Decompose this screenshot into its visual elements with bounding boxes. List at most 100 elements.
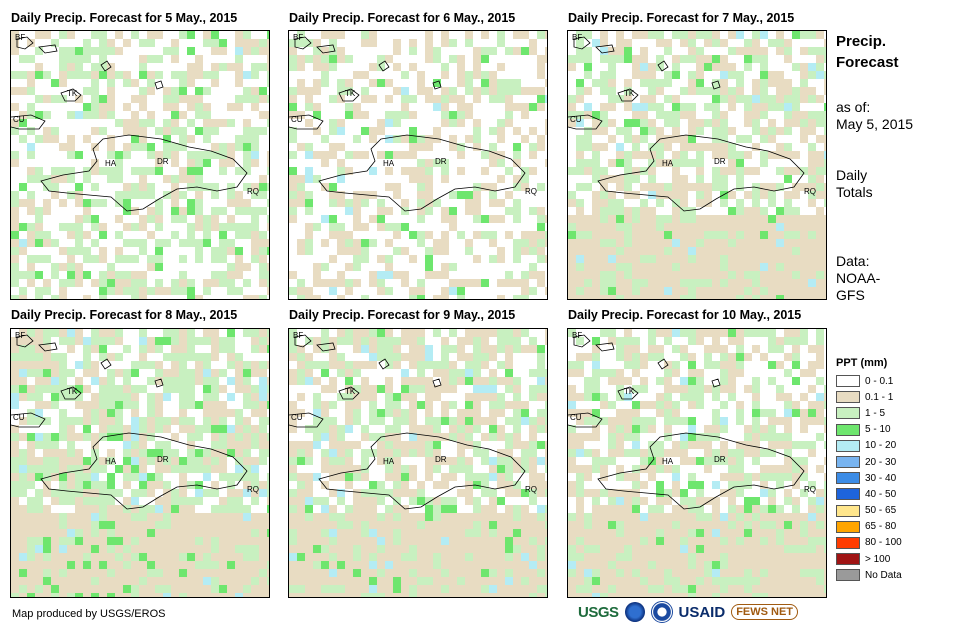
precip-cell: [529, 369, 537, 377]
totals-line2: Totals: [836, 184, 873, 200]
precip-cell: [808, 199, 816, 207]
precip-cell: [824, 457, 826, 465]
precip-cell: [243, 71, 251, 79]
precip-cell: [131, 449, 139, 457]
precip-cell: [155, 521, 163, 529]
precip-cell: [449, 473, 457, 481]
precip-cell: [425, 377, 433, 385]
precip-cell: [219, 545, 227, 553]
precip-cell: [313, 55, 321, 63]
map-label-tk: TK: [67, 387, 78, 396]
precip-cell: [361, 545, 369, 553]
precip-cell: [584, 513, 592, 521]
precip-cell: [361, 345, 369, 353]
precip-cell: [433, 55, 441, 63]
precip-cell: [187, 505, 195, 513]
precip-cell: [139, 287, 147, 295]
precip-cell: [27, 79, 35, 87]
precip-cell: [123, 199, 131, 207]
precip-cell: [139, 545, 147, 553]
precip-cell: [616, 199, 624, 207]
precip-cell: [211, 569, 219, 577]
precip-cell: [473, 537, 481, 545]
precip-cell: [267, 159, 269, 167]
precip-cell: [171, 47, 179, 55]
precip-cell: [640, 135, 648, 143]
precip-cell: [369, 409, 377, 417]
precip-cell: [243, 561, 251, 569]
precip-cell: [155, 441, 163, 449]
precip-cell: [425, 393, 433, 401]
precip-cell: [393, 63, 401, 71]
precip-cell: [648, 95, 656, 103]
precip-cell: [449, 433, 457, 441]
precip-cell: [497, 401, 505, 409]
precip-cell: [155, 497, 163, 505]
precip-cell: [465, 207, 473, 215]
precip-cell: [35, 255, 43, 263]
precip-cell: [321, 409, 329, 417]
coastline-outline: [573, 36, 591, 50]
precip-cell: [131, 585, 139, 593]
precip-cell: [99, 505, 107, 513]
precip-cell: [131, 79, 139, 87]
precip-cell: [576, 481, 584, 489]
precip-cell: [568, 199, 576, 207]
precip-cell: [51, 135, 59, 143]
precip-cell: [784, 449, 792, 457]
precip-cell: [195, 465, 203, 473]
precip-cell: [251, 593, 259, 597]
precip-cell: [473, 409, 481, 417]
precip-cell: [497, 247, 505, 255]
precip-cell: [576, 295, 584, 299]
precip-cell: [592, 377, 600, 385]
precip-cell: [99, 465, 107, 473]
precip-cell: [425, 417, 433, 425]
precip-cell: [235, 263, 243, 271]
precip-cell: [696, 497, 704, 505]
precip-cell: [584, 247, 592, 255]
precip-cell: [195, 87, 203, 95]
precip-cell: [744, 545, 752, 553]
precip-cell: [187, 231, 195, 239]
precip-cell: [27, 263, 35, 271]
coastline-outline: [338, 88, 360, 102]
precip-cell: [179, 521, 187, 529]
precip-cell: [243, 545, 251, 553]
precip-cell: [744, 505, 752, 513]
precip-cell: [417, 441, 425, 449]
map-label-cu: CU: [13, 413, 25, 422]
legend-item: 10 - 20: [836, 438, 902, 454]
precip-cell: [91, 79, 99, 87]
precip-cell: [824, 199, 826, 207]
precip-cell: [107, 377, 115, 385]
precip-cell: [75, 279, 83, 287]
precip-cell: [235, 521, 243, 529]
precip-cell: [712, 39, 720, 47]
precip-cell: [35, 167, 43, 175]
precip-cell: [744, 561, 752, 569]
precip-cell: [67, 223, 75, 231]
precip-cell: [115, 409, 123, 417]
precip-cell: [179, 143, 187, 151]
precip-cell: [131, 271, 139, 279]
precip-cell: [385, 393, 393, 401]
precip-cell: [816, 247, 824, 255]
precip-cell: [27, 553, 35, 561]
precip-cell: [521, 457, 529, 465]
precip-cell: [473, 87, 481, 95]
precip-cell: [107, 111, 115, 119]
precip-cell: [728, 151, 736, 159]
precip-cell: [243, 401, 251, 409]
precip-cell: [195, 191, 203, 199]
precip-cell: [736, 553, 744, 561]
precip-cell: [107, 167, 115, 175]
precip-cell: [720, 417, 728, 425]
precip-cell: [235, 255, 243, 263]
precip-cell: [27, 87, 35, 95]
precip-cell: [800, 393, 808, 401]
precip-cell: [59, 417, 67, 425]
precip-cell: [91, 521, 99, 529]
precip-cell: [672, 175, 680, 183]
precip-cell: [744, 433, 752, 441]
